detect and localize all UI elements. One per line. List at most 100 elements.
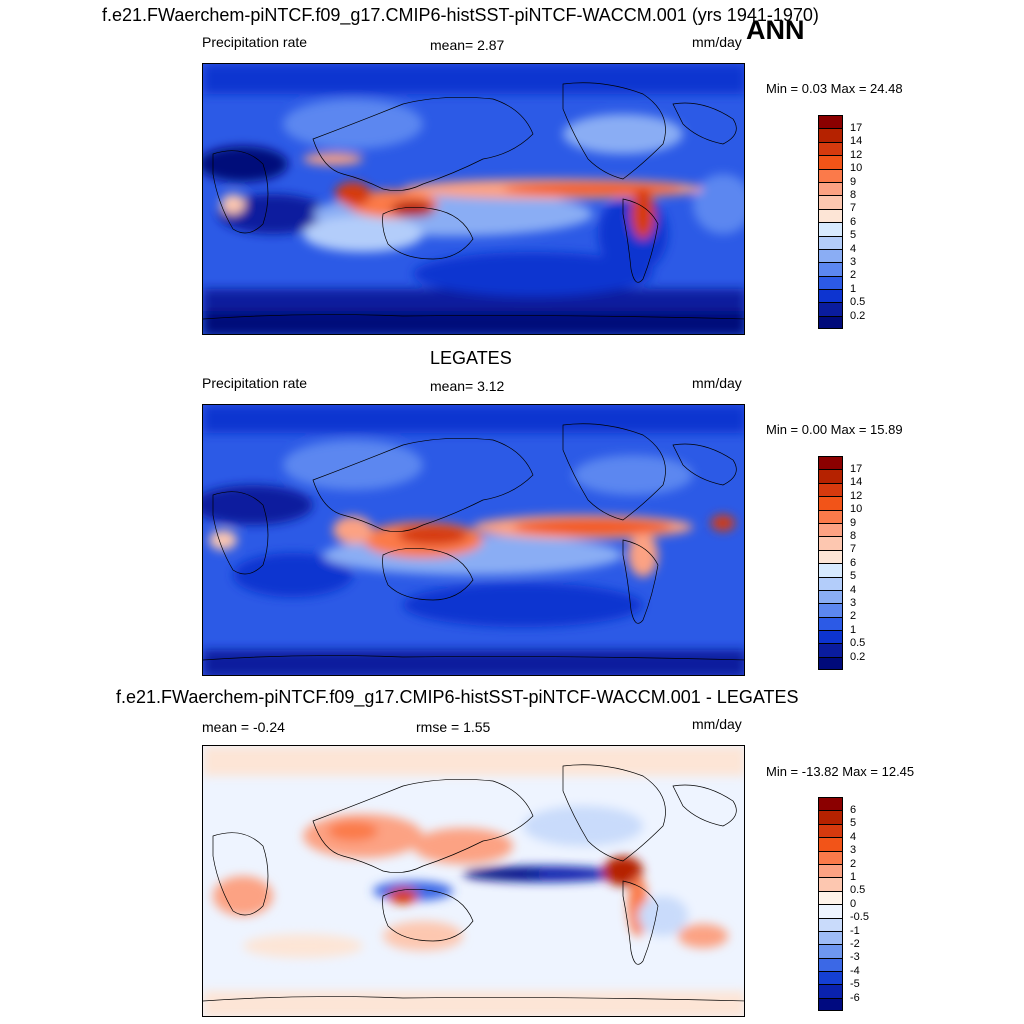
colorbar-tick-label: -5 xyxy=(850,978,860,991)
colorbar-swatch xyxy=(818,997,843,1012)
colorbar-tick-label: 10 xyxy=(850,162,863,175)
colorbar-swatch xyxy=(818,810,843,824)
colorbar-tick-label: 1 xyxy=(850,870,857,883)
colorbar-swatch xyxy=(818,262,843,276)
colorbar-swatch xyxy=(818,222,843,236)
colorbar-tick-label: 8 xyxy=(850,529,857,542)
colorbar-swatch xyxy=(818,168,843,182)
colorbar-swatch xyxy=(818,930,843,945)
colorbar-tick-label: 2 xyxy=(850,610,857,623)
colorbar-swatch xyxy=(818,469,843,483)
panel2-title: LEGATES xyxy=(430,348,512,368)
colorbar-tick-label: 14 xyxy=(850,135,863,148)
colorbar-tick-label: 4 xyxy=(850,583,857,596)
colorbar-swatch xyxy=(818,576,843,590)
colorbar-swatch xyxy=(818,315,843,330)
colorbar-swatch xyxy=(818,141,843,156)
panel3-units-label: mm/day xyxy=(692,716,742,732)
colorbar-swatch xyxy=(818,536,843,550)
panel3-colorbar xyxy=(818,797,843,1012)
panel1-map xyxy=(202,63,745,335)
colorbar-tick-label: 7 xyxy=(850,543,857,556)
panel2-units-label: mm/day xyxy=(692,375,742,391)
colorbar-tick-label: -1 xyxy=(850,924,860,937)
colorbar-swatch xyxy=(818,302,843,316)
colorbar-tick-label: 14 xyxy=(850,476,863,489)
panel3-rmse-label: rmse = 1.55 xyxy=(416,719,491,735)
colorbar-swatch xyxy=(818,235,843,249)
colorbar-swatch xyxy=(818,482,843,497)
colorbar-tick-label: 3 xyxy=(850,255,857,268)
colorbar-swatch xyxy=(818,496,843,510)
colorbar-tick-label: 17 xyxy=(850,121,863,134)
colorbar-swatch xyxy=(818,944,843,958)
colorbar-swatch xyxy=(818,195,843,209)
panel3-minmax: Min = -13.82 Max = 12.45 xyxy=(766,764,915,779)
colorbar-tick-label: 12 xyxy=(850,148,863,161)
colorbar-tick-label: 0.5 xyxy=(850,884,866,897)
colorbar-tick-label: 5 xyxy=(850,570,857,583)
colorbar-tick-label: 5 xyxy=(850,229,857,242)
season-label: ANN xyxy=(746,15,805,45)
colorbar-swatch xyxy=(818,643,843,657)
colorbar-tick-label: 2 xyxy=(850,857,857,870)
colorbar-swatch xyxy=(818,877,843,891)
colorbar-swatch xyxy=(818,656,843,671)
colorbar-swatch xyxy=(818,248,843,263)
colorbar-swatch xyxy=(818,823,843,838)
panel1-mean-label: mean= 2.87 xyxy=(430,37,505,53)
colorbar-tick-label: 3 xyxy=(850,596,857,609)
colorbar-tick-label: 3 xyxy=(850,844,857,857)
colorbar-swatch xyxy=(818,850,843,864)
colorbar-swatch xyxy=(818,957,843,972)
colorbar-tick-label: 8 xyxy=(850,188,857,201)
colorbar-swatch xyxy=(818,984,843,998)
colorbar-swatch xyxy=(818,630,843,644)
panel3-mean-label: mean = -0.24 xyxy=(202,719,285,735)
colorbar-tick-label: 6 xyxy=(850,215,857,228)
colorbar-tick-label: 0.5 xyxy=(850,296,866,309)
colorbar-tick-label: -3 xyxy=(850,951,860,964)
colorbar-tick-label: -2 xyxy=(850,937,860,950)
colorbar-tick-label: 0 xyxy=(850,897,857,910)
panel2-minmax: Min = 0.00 Max = 15.89 xyxy=(766,422,903,437)
colorbar-tick-label: -4 xyxy=(850,964,860,977)
colorbar-tick-label: -6 xyxy=(850,991,860,1004)
panel1-minmax: Min = 0.03 Max = 24.48 xyxy=(766,81,903,96)
colorbar-tick-label: 0.5 xyxy=(850,637,866,650)
colorbar-swatch xyxy=(818,115,843,129)
colorbar-swatch xyxy=(818,522,843,537)
colorbar-tick-label: 5 xyxy=(850,817,857,830)
colorbar-swatch xyxy=(818,563,843,577)
panel3-map xyxy=(202,745,745,1017)
colorbar-swatch xyxy=(818,549,843,564)
colorbar-tick-label: 9 xyxy=(850,516,857,529)
colorbar-tick-label: 17 xyxy=(850,462,863,475)
panel1-variable-label: Precipitation rate xyxy=(202,34,308,50)
colorbar-swatch xyxy=(818,128,843,142)
colorbar-swatch xyxy=(818,904,843,918)
panel1-units-label: mm/day xyxy=(692,34,742,50)
colorbar-swatch xyxy=(818,971,843,985)
colorbar-swatch xyxy=(818,208,843,223)
colorbar-swatch xyxy=(818,589,843,604)
colorbar-tick-label: 6 xyxy=(850,803,857,816)
panel2-mean-label: mean= 3.12 xyxy=(430,378,505,394)
colorbar-swatch xyxy=(818,616,843,631)
panel2-colorbar xyxy=(818,456,843,671)
panel3-title: f.e21.FWaerchem-piNTCF.f09_g17.CMIP6-his… xyxy=(116,687,799,707)
panel1-colorbar xyxy=(818,115,843,330)
colorbar-swatch xyxy=(818,890,843,905)
colorbar-swatch xyxy=(818,181,843,196)
colorbar-swatch xyxy=(818,837,843,851)
colorbar-tick-label: 2 xyxy=(850,269,857,282)
colorbar-tick-label: 4 xyxy=(850,242,857,255)
colorbar-tick-label: 7 xyxy=(850,202,857,215)
colorbar-tick-label: 0.2 xyxy=(850,650,866,663)
colorbar-swatch xyxy=(818,155,843,169)
colorbar-tick-label: -0.5 xyxy=(850,911,869,924)
colorbar-tick-label: 10 xyxy=(850,503,863,516)
colorbar-tick-label: 6 xyxy=(850,556,857,569)
colorbar-tick-label: 0.2 xyxy=(850,309,866,322)
colorbar-swatch xyxy=(818,289,843,303)
